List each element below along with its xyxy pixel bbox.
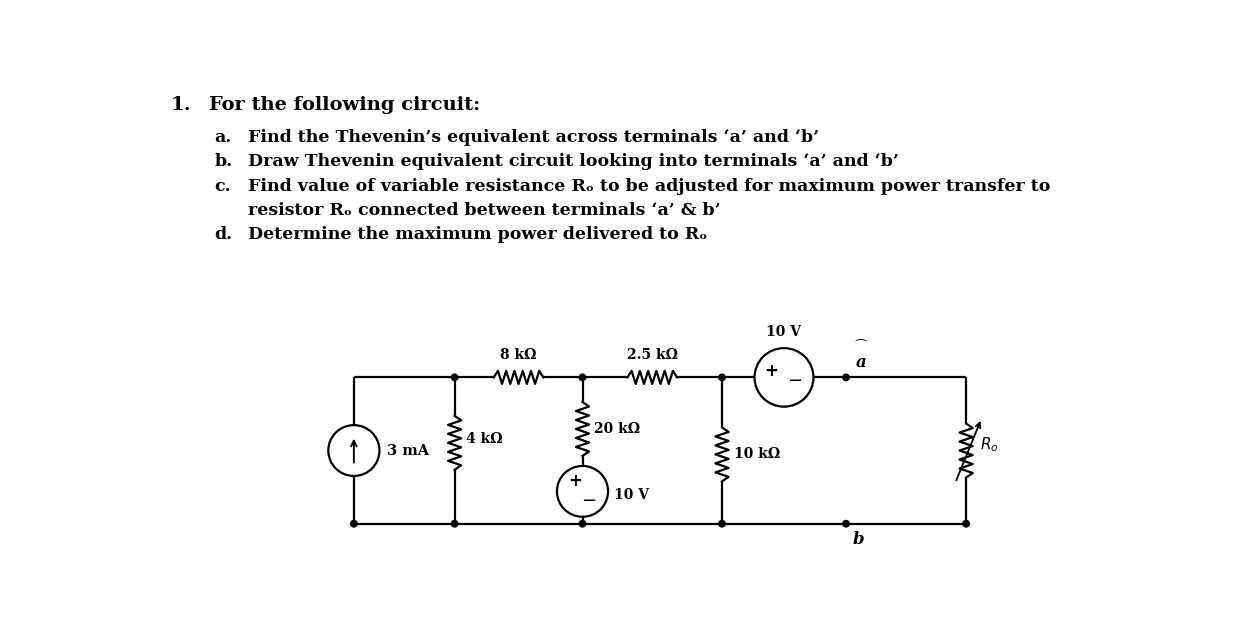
Text: d.: d. bbox=[215, 226, 232, 243]
Text: c.: c. bbox=[215, 178, 231, 195]
Circle shape bbox=[451, 520, 458, 527]
Text: 8 kΩ: 8 kΩ bbox=[500, 348, 536, 362]
Text: 1.: 1. bbox=[170, 96, 191, 114]
Text: 4 kΩ: 4 kΩ bbox=[466, 432, 503, 446]
Circle shape bbox=[579, 520, 586, 527]
Text: ⁀: ⁀ bbox=[855, 342, 865, 354]
Circle shape bbox=[842, 520, 849, 527]
Circle shape bbox=[719, 520, 725, 527]
Text: resistor Rₒ connected between terminals ‘a’ & b’: resistor Rₒ connected between terminals … bbox=[248, 202, 720, 219]
Circle shape bbox=[719, 374, 725, 380]
Text: 10 kΩ: 10 kΩ bbox=[734, 447, 780, 461]
Text: $R_o$: $R_o$ bbox=[980, 435, 999, 453]
Circle shape bbox=[579, 374, 586, 380]
Text: +: + bbox=[764, 363, 778, 380]
Circle shape bbox=[842, 374, 849, 380]
Text: 3 mA: 3 mA bbox=[388, 443, 429, 457]
Text: For the following circuit:: For the following circuit: bbox=[209, 96, 480, 114]
Text: b.: b. bbox=[215, 153, 232, 170]
Circle shape bbox=[962, 520, 970, 527]
Text: b: b bbox=[853, 532, 864, 548]
Circle shape bbox=[451, 374, 458, 380]
Text: 10 V: 10 V bbox=[766, 325, 801, 339]
Text: Draw Thevenin equivalent circuit looking into terminals ‘a’ and ‘b’: Draw Thevenin equivalent circuit looking… bbox=[248, 153, 899, 170]
Text: 10 V: 10 V bbox=[614, 488, 649, 502]
Text: Find value of variable resistance Rₒ to be adjusted for maximum power transfer t: Find value of variable resistance Rₒ to … bbox=[248, 178, 1050, 195]
Text: Find the Thevenin’s equivalent across terminals ‘a’ and ‘b’: Find the Thevenin’s equivalent across te… bbox=[248, 128, 819, 146]
Text: −: − bbox=[788, 372, 802, 391]
Text: −: − bbox=[581, 492, 596, 509]
Text: 2.5 kΩ: 2.5 kΩ bbox=[626, 348, 678, 362]
Text: a: a bbox=[855, 354, 866, 371]
Circle shape bbox=[350, 520, 358, 527]
Text: 20 kΩ: 20 kΩ bbox=[594, 422, 640, 436]
Text: +: + bbox=[568, 473, 581, 490]
Text: a.: a. bbox=[215, 128, 231, 146]
Text: Determine the maximum power delivered to Rₒ: Determine the maximum power delivered to… bbox=[248, 226, 708, 243]
